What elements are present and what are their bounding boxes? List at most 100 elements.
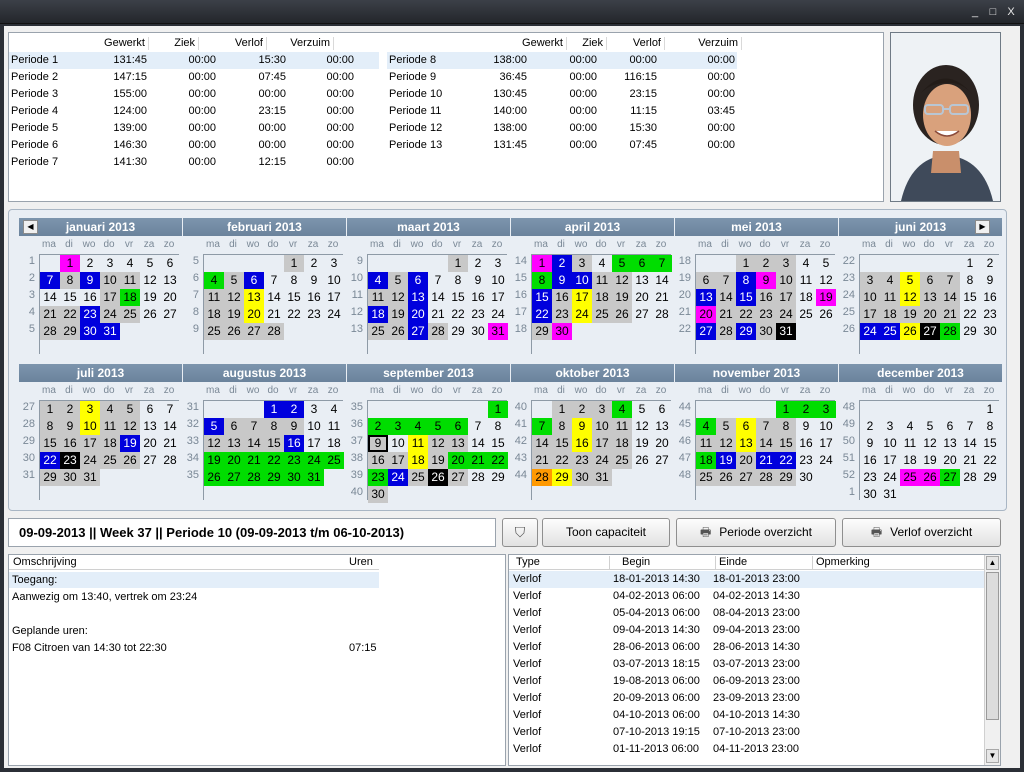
calendar-day[interactable]: 18	[204, 306, 224, 323]
leave-row[interactable]: Verlof 09-04-2013 14:30 09-04-2013 23:00	[509, 622, 985, 639]
calendar-day[interactable]: 13	[163, 273, 177, 287]
calendar-day[interactable]: 20	[635, 290, 649, 304]
calendar-day[interactable]: 10	[327, 273, 341, 287]
calendar-day[interactable]: 8	[494, 419, 502, 433]
calendar-day[interactable]: 26	[224, 323, 244, 340]
leave-list-scrollbar[interactable]: ▲ ▼	[984, 555, 1000, 765]
period-row[interactable]: Periode 4 124:00 00:00 23:15 00:00	[9, 103, 379, 120]
calendar-day[interactable]: 28	[471, 470, 485, 484]
calendar-day[interactable]: 18	[612, 435, 632, 452]
calendar-day[interactable]: 27	[224, 469, 244, 486]
calendar-day[interactable]: 28	[940, 323, 960, 340]
calendar-day[interactable]: 7	[532, 418, 552, 435]
column-type[interactable]: Type	[513, 556, 610, 570]
calendar-day[interactable]: 4	[598, 256, 606, 270]
calendar-day[interactable]: 5	[224, 272, 244, 289]
calendar-day[interactable]: 26	[920, 469, 940, 486]
calendar-day[interactable]: 30	[284, 469, 304, 486]
calendar-day[interactable]: 1	[736, 255, 756, 272]
calendar-day[interactable]: 7	[716, 272, 736, 289]
calendar-day[interactable]: 12	[224, 289, 244, 306]
calendar-day[interactable]: 18	[903, 453, 917, 467]
calendar-day[interactable]: 14	[655, 273, 669, 287]
calendar-day[interactable]: 11	[204, 289, 224, 306]
calendar-day[interactable]: 12	[923, 436, 937, 450]
calendar-day[interactable]: 10	[883, 436, 897, 450]
calendar-day[interactable]: 22	[287, 307, 301, 321]
calendar-day[interactable]: 15	[451, 290, 465, 304]
calendar-day[interactable]: 9	[552, 272, 572, 289]
period-row[interactable]: Periode 13 131:45 00:00 07:45 00:00	[387, 137, 737, 154]
calendar-day[interactable]: 6	[408, 272, 428, 289]
calendar-day[interactable]: 8	[264, 418, 284, 435]
calendar-day[interactable]: 27	[736, 469, 756, 486]
calendar-day[interactable]: 27	[696, 323, 716, 340]
calendar-day[interactable]: 15	[40, 435, 60, 452]
calendar-day[interactable]: 23	[552, 306, 572, 323]
calendar-day[interactable]: 24	[304, 452, 324, 469]
calendar-day[interactable]: 8	[290, 273, 298, 287]
prev-year-icon[interactable]: ◀	[23, 220, 38, 234]
calendar-day-selected[interactable]: 9	[368, 435, 388, 452]
scroll-up-icon[interactable]: ▲	[986, 556, 999, 570]
calendar-day[interactable]: 8	[986, 419, 994, 433]
calendar-day[interactable]: 17	[307, 436, 321, 450]
calendar-day[interactable]: 9	[756, 272, 776, 289]
calendar-day[interactable]: 2	[86, 256, 94, 270]
next-year-icon[interactable]: ▶	[975, 220, 990, 234]
calendar-day[interactable]: 8	[40, 418, 60, 435]
calendar-day[interactable]: 7	[474, 419, 482, 433]
calendar-day[interactable]: 10	[860, 289, 880, 306]
calendar-day[interactable]: 6	[736, 418, 756, 435]
calendar-day[interactable]: 7	[756, 418, 776, 435]
calendar-day[interactable]: 8	[454, 273, 462, 287]
period-row[interactable]: Periode 10 130:45 00:00 23:15 00:00	[387, 86, 737, 103]
calendar-day[interactable]: 23	[368, 469, 388, 486]
calendar-day[interactable]: 2	[60, 401, 80, 418]
calendar-day[interactable]: 12	[120, 418, 140, 435]
calendar-day[interactable]: 4	[330, 402, 338, 416]
calendar-day[interactable]: 24	[592, 452, 612, 469]
calendar-day[interactable]: 16	[572, 435, 592, 452]
calendar-day[interactable]: 12	[204, 435, 224, 452]
calendar-day[interactable]: 30	[756, 323, 776, 340]
calendar-day[interactable]: 24	[100, 306, 120, 323]
calendar-day[interactable]: 23	[799, 453, 813, 467]
calendar-day[interactable]: 30	[572, 469, 592, 486]
calendar-day[interactable]: 5	[428, 418, 448, 435]
calendar-day[interactable]: 11	[799, 273, 813, 287]
calendar-day[interactable]: 22	[532, 306, 552, 323]
calendar-day[interactable]: 14	[532, 435, 552, 452]
calendar-day[interactable]: 15	[264, 435, 284, 452]
calendar-day[interactable]: 10	[307, 419, 321, 433]
calendar-day[interactable]: 29	[532, 323, 552, 340]
calendar-day[interactable]: 20	[736, 452, 756, 469]
calendar-day[interactable]: 17	[776, 289, 796, 306]
calendar-day[interactable]: 25	[799, 307, 813, 321]
calendar-day[interactable]: 4	[612, 401, 632, 418]
calendar-day[interactable]: 18	[120, 289, 140, 306]
calendar-day[interactable]: 11	[120, 272, 140, 289]
calendar-day[interactable]: 12	[612, 272, 632, 289]
leave-row[interactable]: Verlof 18-01-2013 14:30 18-01-2013 23:00	[509, 571, 985, 588]
calendar-day[interactable]: 3	[816, 401, 836, 418]
calendar-day[interactable]: 5	[900, 272, 920, 289]
calendar-day[interactable]: 23	[572, 452, 592, 469]
calendar-day[interactable]: 29	[776, 469, 796, 486]
calendar-day[interactable]: 16	[471, 290, 485, 304]
calendar-day[interactable]: 2	[474, 256, 482, 270]
restore-button[interactable]: □	[989, 6, 997, 18]
calendar-day[interactable]: 5	[204, 418, 224, 435]
calendar-day[interactable]: 21	[468, 452, 488, 469]
calendar-day[interactable]: 26	[900, 323, 920, 340]
calendar-day[interactable]: 30	[80, 323, 100, 340]
calendar-day[interactable]: 20	[943, 453, 957, 467]
calendar-day[interactable]: 31	[883, 487, 897, 501]
calendar-day[interactable]: 12	[143, 273, 157, 287]
calendar-day[interactable]: 6	[244, 272, 264, 289]
calendar-day[interactable]: 5	[612, 255, 632, 272]
calendar-day[interactable]: 17	[572, 289, 592, 306]
minimize-button[interactable]: _	[971, 6, 979, 18]
calendar-day[interactable]: 22	[552, 452, 572, 469]
calendar-day[interactable]: 22	[736, 306, 756, 323]
